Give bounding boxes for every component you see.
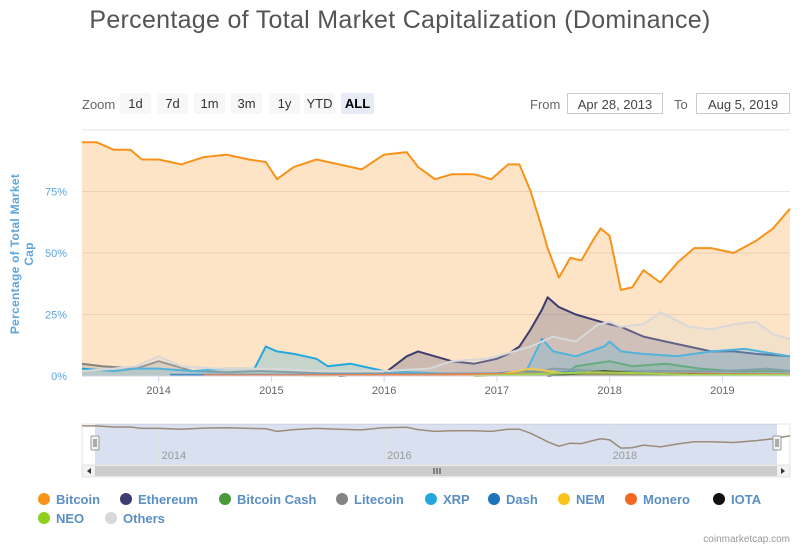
from-date-input[interactable]: Apr 28, 2013 xyxy=(567,93,663,114)
zoom-3m-button[interactable]: 3m xyxy=(231,93,262,114)
legend-item-xrp[interactable]: XRP xyxy=(425,492,470,507)
legend-label: NEO xyxy=(56,511,85,526)
legend-dot-icon xyxy=(713,493,725,505)
legend-dot-icon xyxy=(625,493,637,505)
series-area-bitcoin[interactable] xyxy=(82,142,790,376)
series-area-others[interactable] xyxy=(82,312,790,376)
zoom-7d-button[interactable]: 7d xyxy=(157,93,188,114)
legend-dot-icon xyxy=(336,493,348,505)
series-line-neo[interactable] xyxy=(474,371,791,377)
x-tick-label: 2015 xyxy=(259,385,283,397)
navigator-right-handle[interactable] xyxy=(772,435,782,451)
legend-label: Litecoin xyxy=(354,492,404,507)
navigator-tick-label: 2016 xyxy=(387,450,411,462)
legend-dot-icon xyxy=(105,512,117,524)
legend-item-dash[interactable]: Dash xyxy=(488,492,538,507)
legend-label: Bitcoin Cash xyxy=(237,492,317,507)
credit-label[interactable]: coinmarketcap.com xyxy=(703,534,790,545)
to-date-input[interactable]: Aug 5, 2019 xyxy=(696,93,790,114)
legend-dot-icon xyxy=(558,493,570,505)
legend-item-monero[interactable]: Monero xyxy=(625,492,690,507)
legend-item-bitcoin-cash[interactable]: Bitcoin Cash xyxy=(219,492,316,507)
legend-label: NEM xyxy=(576,492,605,507)
series-areas xyxy=(81,141,791,377)
scroll-left-arrow-icon[interactable] xyxy=(87,468,91,474)
legend-item-iota[interactable]: IOTA xyxy=(713,492,761,507)
navigator-left-handle[interactable] xyxy=(90,435,100,451)
zoom-1m-button[interactable]: 1m xyxy=(194,93,225,114)
x-tick-label: 2014 xyxy=(146,385,170,397)
y-tick-label: 75% xyxy=(45,187,67,199)
x-tick-label: 2018 xyxy=(597,385,621,397)
legend-item-nem[interactable]: NEM xyxy=(558,492,605,507)
navigator-tick-label: 2014 xyxy=(162,450,186,462)
legend-label: Bitcoin xyxy=(56,492,101,507)
scrollbar-thumb[interactable] xyxy=(95,466,777,476)
from-label: From xyxy=(530,97,561,112)
legend-item-ethereum[interactable]: Ethereum xyxy=(120,492,198,507)
legend-label: Ethereum xyxy=(138,492,198,507)
series-area-xrp[interactable] xyxy=(82,339,790,376)
legend-label: Dash xyxy=(506,492,538,507)
chart-canvas: 0% 25% 50% 75% 2014 2015 2016 2017 2018 2019 201… xyxy=(45,129,791,478)
legend-item-litecoin[interactable]: Litecoin xyxy=(336,492,404,507)
y-tick-label: 50% xyxy=(45,248,67,260)
chart-title: Percentage of Total Market Capitalizatio… xyxy=(89,6,711,34)
series-line-litecoin[interactable] xyxy=(81,360,791,375)
y-tick-label: 0% xyxy=(51,371,67,383)
series-line-ethereum[interactable] xyxy=(338,296,791,377)
y-tick-label: 25% xyxy=(45,310,67,322)
legend-dot-icon xyxy=(38,512,50,524)
x-tick-label: 2016 xyxy=(372,385,396,397)
to-label: To xyxy=(674,97,688,112)
legend-dot-icon xyxy=(219,493,231,505)
scroll-right-arrow-icon[interactable] xyxy=(781,468,785,474)
series-line-others[interactable] xyxy=(81,311,791,373)
x-tick-labels: 2014 2015 2016 2017 2018 2019 xyxy=(146,376,735,397)
navigator: 2014 2016 2018 xyxy=(81,423,791,478)
legend-dot-icon xyxy=(425,493,437,505)
zoom-label: Zoom xyxy=(82,97,116,112)
zoom-1y-button[interactable]: 1y xyxy=(269,93,300,114)
legend-label: IOTA xyxy=(731,492,762,507)
legend-label: Monero xyxy=(643,492,690,507)
zoom-1d-button[interactable]: 1d xyxy=(120,93,151,114)
legend-label: XRP xyxy=(443,492,470,507)
series-area-dash[interactable] xyxy=(169,371,790,376)
legend-label: Others xyxy=(123,511,165,526)
legend-dot-icon xyxy=(488,493,500,505)
zoom-all-button[interactable]: ALL xyxy=(341,93,374,114)
legend-dot-icon xyxy=(38,493,50,505)
legend-dot-icon xyxy=(120,493,132,505)
x-tick-label: 2019 xyxy=(710,385,734,397)
navigator-series-line xyxy=(82,425,791,449)
legend-item-others[interactable]: Others xyxy=(105,511,165,526)
legend-item-bitcoin[interactable]: Bitcoin xyxy=(38,492,100,507)
series-line-bitcoin[interactable] xyxy=(82,141,791,291)
x-tick-label: 2017 xyxy=(485,385,509,397)
zoom-ytd-button[interactable]: YTD xyxy=(304,93,335,114)
legend-item-neo[interactable]: NEO xyxy=(38,511,84,526)
y-tick-labels: 0% 25% 50% 75% xyxy=(45,187,67,384)
navigator-tick-label: 2018 xyxy=(613,450,637,462)
